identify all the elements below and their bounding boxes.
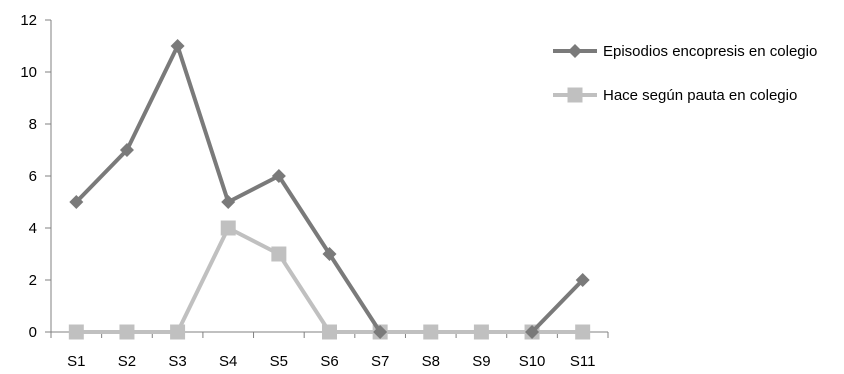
data-point [170, 324, 186, 340]
y-tick-label: 8 [29, 116, 37, 133]
x-tick-label: S5 [270, 353, 288, 370]
x-tick-label: S8 [422, 353, 440, 370]
data-point [68, 324, 84, 340]
y-tick-label: 6 [29, 168, 37, 185]
legend-label: Episodios encopresis en colegio [603, 43, 817, 60]
series-line-segment [124, 44, 180, 152]
data-point [322, 247, 337, 261]
data-point [322, 324, 337, 340]
series-line-segment [226, 174, 281, 204]
legend-marker [567, 87, 583, 103]
data-point [575, 273, 590, 287]
data-point [119, 324, 135, 340]
data-point [373, 325, 388, 339]
data-point [220, 220, 236, 236]
x-axis: S1 S2 S3 S4 S5 S6 S7 S8 S9 S10 S11 [50, 331, 609, 370]
x-tick-label: S3 [168, 353, 186, 370]
data-point [423, 324, 439, 340]
data-point [575, 324, 591, 340]
y-tick-label: 0 [29, 324, 37, 341]
x-tick-label: S10 [519, 353, 546, 370]
y-tick-label: 10 [20, 64, 37, 81]
series-line-segment [276, 252, 332, 334]
y-tick-label: 2 [29, 272, 37, 289]
x-tick-label: S4 [219, 353, 237, 370]
legend-marker [568, 44, 582, 58]
data-point [473, 324, 489, 340]
legend-label: Hace según pauta en colegio [603, 87, 797, 104]
x-tick-label: S7 [371, 353, 389, 370]
series-2 [68, 220, 591, 340]
series-line-segment [327, 252, 383, 334]
series-layer [68, 39, 591, 340]
legend-item: Hace según pauta en colegio [553, 87, 797, 104]
x-tick-label: S11 [570, 353, 596, 370]
series-line-segment [530, 278, 585, 334]
x-tick-label: S9 [472, 353, 490, 370]
data-point [69, 195, 84, 209]
y-axis: 0 2 4 6 8 10 12 [20, 12, 52, 341]
x-tick-label: S1 [67, 353, 85, 370]
series-line-segment [175, 226, 231, 334]
y-tick-label: 12 [20, 12, 37, 29]
data-point [119, 143, 134, 157]
y-tick-label: 4 [29, 220, 37, 237]
data-point [170, 39, 185, 53]
series-line-segment [276, 174, 332, 256]
series-line-segment [226, 226, 281, 256]
legend: Episodios encopresis en colegio Hace segú… [553, 43, 817, 104]
data-point [271, 169, 286, 183]
x-tick-label: S2 [118, 353, 136, 370]
legend-item: Episodios encopresis en colegio [553, 43, 817, 60]
x-tick-label: S6 [320, 353, 338, 370]
data-point [271, 246, 287, 262]
series-1 [69, 39, 590, 339]
data-point [221, 195, 236, 209]
data-point [525, 325, 540, 339]
series-line-segment [175, 44, 231, 204]
series-line-segment [74, 148, 129, 204]
